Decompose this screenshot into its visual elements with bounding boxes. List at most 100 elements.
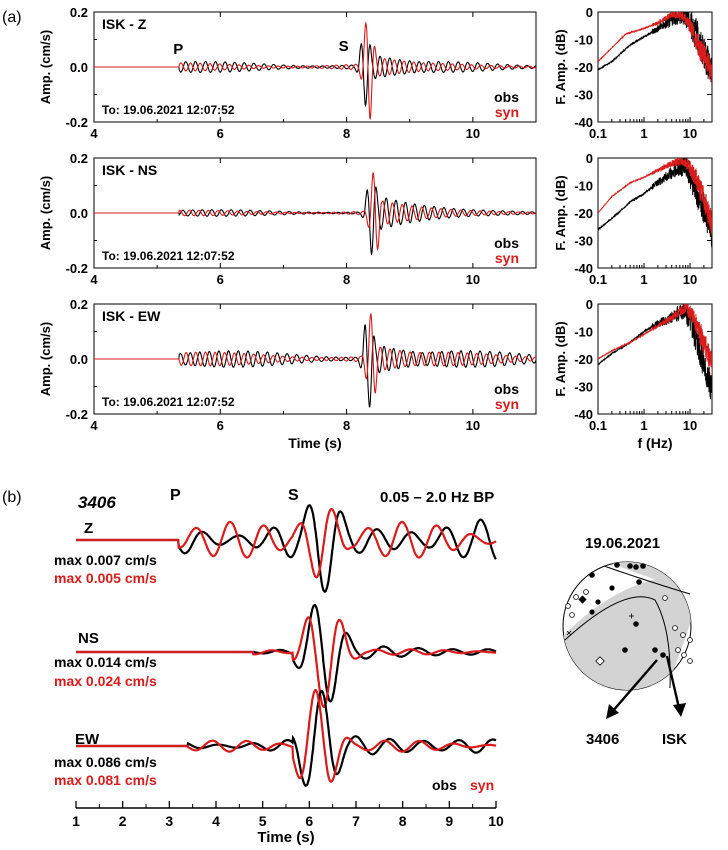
x-tick-label: 10 (466, 272, 480, 287)
y-tick-label: -10 (574, 325, 593, 340)
y-tick-label: -30 (574, 234, 593, 249)
arrow-3406-head (606, 704, 619, 719)
panel-b-ew-label: EW (75, 731, 100, 748)
y-axis-label: Amp. (cm/s) (38, 322, 53, 396)
waveform-axes-1: 4 6 8 10 0.2 0.0 -0.2 Amp. (cm/s) ISK - NS To: 19… (38, 151, 537, 287)
arrow-isk (665, 655, 681, 709)
y-tick-label: -20 (574, 352, 593, 367)
station-label: ISK - NS (102, 162, 157, 178)
x-tick-label: 3 (165, 813, 173, 829)
waveform-axes-0: 4 6 8 10 0.2 0.0 -0.2 Amp. (cm/s) ISK - Z To: 19.… (38, 5, 537, 141)
y-tick-label: 0 (586, 297, 593, 312)
polarity-compression (595, 599, 601, 605)
trace-syn (94, 21, 536, 120)
x-axis-label: f (Hz) (638, 435, 673, 451)
x-tick-label: 1 (640, 418, 647, 433)
polarity-dilatation (662, 595, 668, 601)
panel-b-ns-obs-max: max 0.014 cm/s (54, 654, 157, 670)
x-tick-label: 10 (466, 418, 480, 433)
x-tick-label: 6 (305, 813, 313, 829)
x-axis-label: Time (s) (288, 435, 341, 451)
x-tick-label: 7 (352, 813, 360, 829)
polarity-compression (609, 585, 615, 591)
x-tick-label: 6 (217, 418, 224, 433)
spectrum-syn (598, 12, 712, 83)
panel-b-ns-syn-max: max 0.024 cm/s (54, 673, 157, 689)
y-tick-label: -0.2 (66, 115, 88, 130)
spectrum-axes-0: 0.1 1 10 0 -10 -20 -30 -40 F. Amp. (dB) (553, 5, 713, 141)
x-tick-label: 0.1 (589, 126, 607, 141)
panel-b-label: (b) (2, 489, 22, 506)
legend-syn: syn (495, 104, 519, 120)
polarity-dilatation (573, 594, 579, 600)
polarity-dilatation (675, 647, 681, 653)
spectrum-axes-1: 0.1 1 10 0 -10 -20 -30 -40 F. Amp. (dB) (553, 151, 713, 287)
station-label: ISK - EW (102, 308, 161, 324)
trace-Z-syn (76, 508, 497, 579)
polarity-compression (652, 647, 658, 653)
x-tick-label: 0.1 (589, 272, 607, 287)
panel-b-ew-obs-max: max 0.086 cm/s (54, 754, 157, 770)
y-tick-label: -40 (574, 115, 593, 130)
trace-syn (94, 312, 536, 394)
panel-b-legend-obs: obs (432, 777, 457, 793)
polarity-dilatation (680, 632, 686, 638)
y-tick-label: -40 (574, 261, 593, 276)
x-tick-label: 1 (640, 272, 647, 287)
polarity-compression (614, 562, 620, 568)
x-tick-label: 4 (90, 272, 98, 287)
trace-NS-syn (76, 616, 496, 709)
y-axis-label: F. Amp. (dB) (553, 29, 568, 104)
nodal-plane-2 (564, 596, 671, 689)
x-tick-label: 4 (212, 813, 220, 829)
polarity-dilatation (569, 612, 575, 618)
polarity-compression (636, 579, 642, 585)
trace-syn (94, 171, 536, 251)
panel-b-s-label: S (288, 487, 299, 504)
x-tick-label: 1 (72, 813, 80, 829)
legend-syn: syn (495, 396, 519, 412)
beachball-shaded-lower (563, 575, 691, 690)
y-tick-label: 0.2 (70, 297, 88, 312)
polarity-dilatation (687, 637, 693, 643)
x-tick-label: 0.1 (589, 418, 607, 433)
polarity-compression (589, 572, 595, 578)
phase-p-label: P (173, 41, 183, 58)
x-tick-label: 6 (217, 126, 224, 141)
y-tick-label: -0.2 (66, 407, 88, 422)
polarity-markers (565, 562, 693, 666)
x-tick-label: 8 (343, 126, 350, 141)
polarity-compression (589, 609, 595, 615)
y-axis-label: Amp. (cm/s) (38, 30, 53, 104)
y-tick-label: 0.2 (70, 151, 88, 166)
x-tick-label: 9 (445, 813, 453, 829)
waveform-panels: 4 6 8 10 0.2 0.0 -0.2 Amp. (cm/s) ISK - Z To: 19.… (38, 5, 537, 451)
arrow-isk-head (673, 703, 686, 717)
y-tick-label: -40 (574, 407, 593, 422)
polarity-dilatation (681, 652, 687, 658)
panel-b-z-label: Z (84, 520, 93, 537)
y-tick-label: -10 (574, 179, 593, 194)
polarity-dilatation (565, 603, 571, 609)
focal-mechanism: 19.06.2021 (562, 535, 693, 748)
waveform-axes-2: 4 6 8 10 0.2 0.0 -0.2 Amp. (cm/s) Time (s) ISK - … (38, 297, 537, 451)
nodal-plane-1 (603, 565, 691, 595)
x-tick-label: 10 (466, 126, 480, 141)
polarity-compression (640, 563, 646, 569)
y-tick-label: 0.0 (70, 352, 88, 367)
polarity-plus (629, 613, 634, 619)
panel-b-p-label: P (170, 487, 181, 504)
station-label: ISK - Z (102, 16, 147, 32)
y-tick-label: -20 (574, 206, 593, 221)
y-tick-label: 0.2 (70, 5, 88, 20)
panel-b-station: 3406 (78, 493, 116, 512)
y-tick-label: 0.0 (70, 206, 88, 221)
panel-b-waveforms: 1 2 3 4 5 6 7 8 9 10 Time (s) (72, 504, 504, 846)
legend-syn: syn (495, 250, 519, 266)
polarity-dilatation (583, 589, 589, 595)
panel-b-ns-label: NS (78, 630, 99, 647)
spectrum-obs (598, 304, 712, 400)
panel-b-filter-label: 0.05 – 2.0 Hz BP (380, 489, 494, 506)
arrow-label-3406: 3406 (586, 731, 619, 748)
